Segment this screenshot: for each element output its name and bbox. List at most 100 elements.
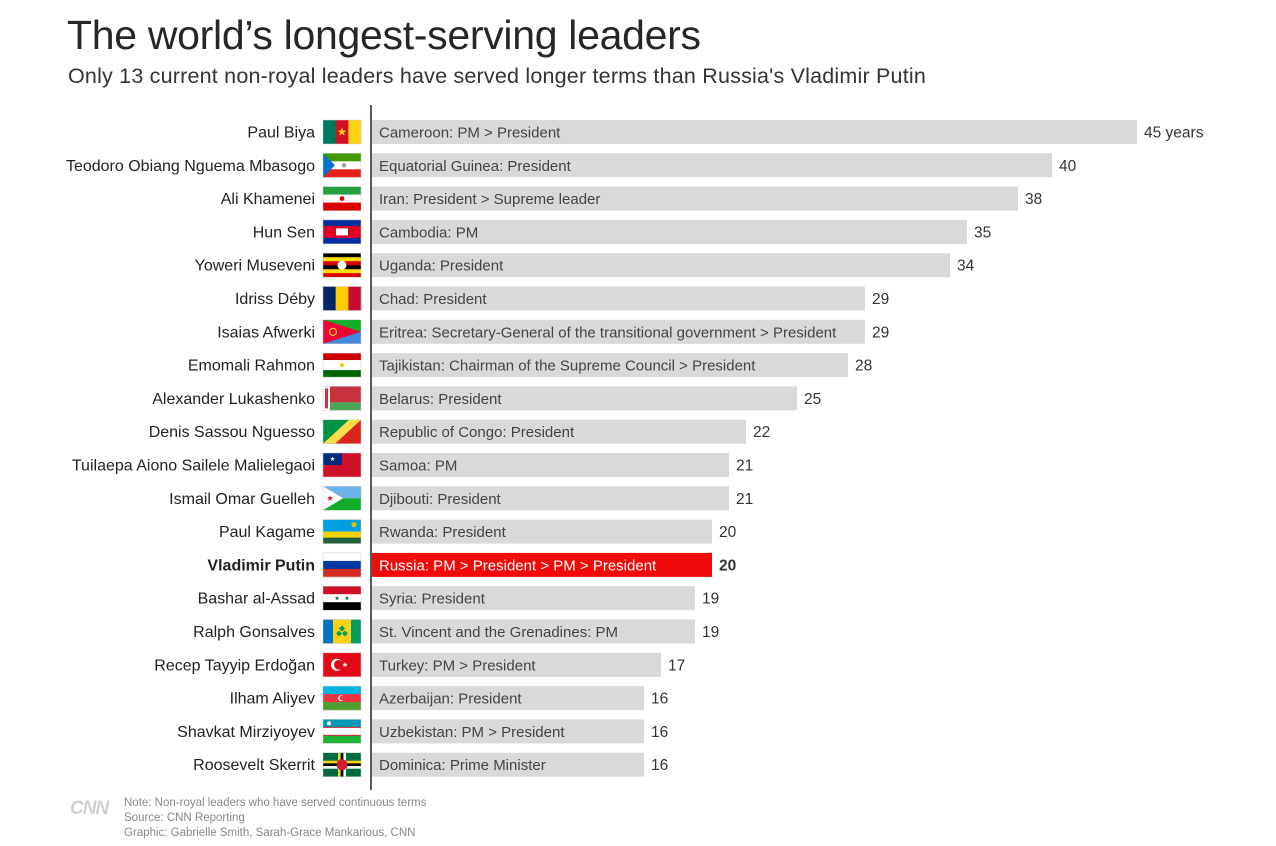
value-label: 25 [804,391,821,408]
bar [372,253,950,278]
congo-flag-icon [322,419,362,444]
chart-subtitle: Only 13 current non-royal leaders have s… [68,64,927,88]
bar-row: Ismail Omar Guelleh Djibouti: President 21 [169,486,753,511]
bar-label: Chad: President [379,291,487,308]
bar-label: Syria: President [379,591,486,608]
value-label: 17 [668,657,685,674]
bar [372,286,865,311]
bar [372,519,712,544]
leader-name: Yoweri Museveni [195,258,315,275]
iran-flag-icon [322,186,362,211]
bar-row: Isaias Afwerki Eritrea: Secretary-General… [217,319,889,345]
value-label: 20 [719,557,736,574]
cnn-logo-icon: CNN [70,798,109,819]
bar-label: Cambodia: PM [379,224,478,241]
bar-label: Turkey: PM > President [379,657,536,674]
bar-row: Denis Sassou Nguesso Republic of Congo: P… [149,419,770,444]
bar-label: Iran: President > Supreme leader [379,191,600,208]
tajikistan-flag-icon [322,352,362,378]
azerbaijan-flag-icon [322,685,362,711]
bar-label: Cameroon: PM > President [379,125,561,142]
bar-row: Alexander Lukashenko Belarus: President 25 [152,386,821,411]
leader-name: Teodoro Obiang Nguema Mbasogo [66,158,315,175]
syria-flag-icon [322,585,362,611]
bar-label: Tajikistan: Chairman of the Supreme Coun… [379,358,756,375]
bar-label: Russia: PM > President > PM > President [379,557,657,574]
bar [372,453,729,477]
bar-label: Djibouti: President [379,491,502,508]
value-label: 45 years [1144,125,1204,142]
bar-row: Shavkat Mirziyoyev Uzbekistan: PM > Presi… [177,719,668,744]
bar-row: Ralph Gonsalves St. Vincent and the Grena… [193,619,719,644]
bar-label: Republic of Congo: President [379,424,575,441]
chart-title: The world’s longest-serving leaders [67,12,701,58]
bar-row: Idriss Déby Chad: President 29 [235,286,889,311]
value-label: 38 [1025,191,1042,208]
leader-name: Ilham Aliyev [230,691,315,708]
bar-row: Paul Biya Cameroon: PM > President 45 year… [247,119,1204,145]
bar [372,586,695,611]
footnote-note: Note: Non-royal leaders who have served … [124,797,427,809]
cameroon-flag-icon [322,119,362,145]
bar [372,419,746,444]
leader-name: Shavkat Mirziyoyev [177,724,315,741]
value-label: 21 [736,458,753,475]
bar-label: Azerbaijan: President [379,691,522,708]
bar-row: Hun Sen Cambodia: PM 35 [253,219,991,245]
leader-name: Recep Tayyip Erdoğan [154,657,315,674]
value-label: 21 [736,491,753,508]
chad-flag-icon [322,286,362,311]
bar-label: Uganda: President [379,258,504,275]
leader-name: Hun Sen [253,224,315,241]
bar-label: Equatorial Guinea: President [379,158,572,175]
bar [372,386,797,411]
bar [372,186,1018,211]
value-label: 34 [957,258,975,275]
bar-row: Tuilaepa Aiono Sailele Malielegaoi Samoa:… [72,452,753,478]
bar [372,486,729,511]
value-label: 29 [872,324,889,341]
eritrea-flag-icon [322,319,362,345]
st-vincent-flag-icon [322,619,362,644]
leader-name: Paul Kagame [219,524,315,541]
bar [372,686,644,711]
cambodia-flag-icon [322,219,362,245]
uganda-flag-icon [322,252,362,278]
value-label: 16 [651,691,668,708]
value-label: 28 [855,358,872,375]
turkey-flag-icon [322,652,362,678]
bar-row: Ilham Aliyev Azerbaijan: President 16 [230,685,668,711]
belarus-flag-icon [322,386,362,411]
bar-row: Emomali Rahmon Tajikistan: Chairman of th… [188,352,872,378]
bar-label: Rwanda: President [379,524,507,541]
bar-label: Belarus: President [379,391,502,408]
bar [372,619,695,644]
bar-label: Uzbekistan: PM > President [379,724,565,741]
bar-label: Eritrea: Secretary-General of the transi… [379,324,837,341]
value-label: 20 [719,524,737,541]
bar-label: Samoa: PM [379,458,457,475]
footnote-source: Source: CNN Reporting [124,812,245,824]
leader-name: Emomali Rahmon [188,358,315,375]
value-label: 19 [702,591,719,608]
leader-name: Paul Biya [247,125,315,142]
bar-chart: Paul Biya Cameroon: PM > President 45 year… [66,105,1204,790]
leader-name: Ali Khamenei [221,191,315,208]
bar-row: Bashar al-Assad Syria: President 19 [198,585,719,611]
equatorial-guinea-flag-icon [322,153,362,178]
bar-row: Recep Tayyip Erdoğan Turkey: PM > Preside… [154,652,685,678]
bar-label: Dominica: Prime Minister [379,757,546,774]
samoa-flag-icon [322,452,362,478]
bar [372,719,644,744]
value-label: 16 [651,724,668,741]
value-label: 22 [753,424,770,441]
bar [372,353,848,378]
bar-row: Yoweri Museveni Uganda: President 34 [195,252,975,278]
russia-flag-icon [322,552,362,578]
leader-name: Denis Sassou Nguesso [149,424,315,441]
leader-name: Ismail Omar Guelleh [169,491,315,508]
bar-row: Roosevelt Skerrit Dominica: Prime Ministe… [193,752,668,777]
bar-row: Ali Khamenei Iran: President > Supreme le… [221,186,1042,211]
leader-name: Isaias Afwerki [217,324,315,341]
bar-row: Teodoro Obiang Nguema Mbasogo Equatorial … [66,153,1077,178]
